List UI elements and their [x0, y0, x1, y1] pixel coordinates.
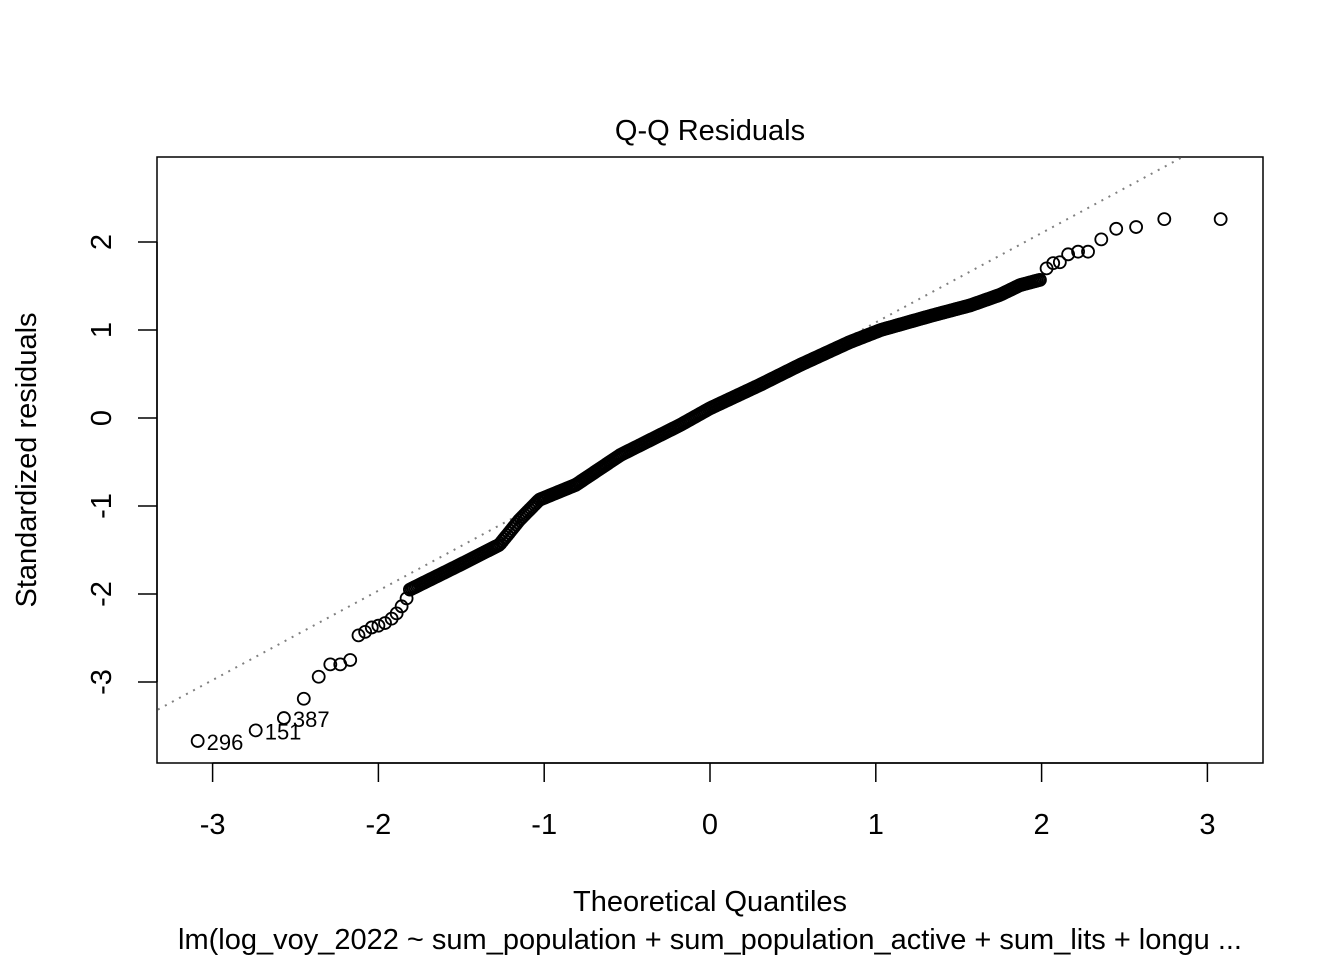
x-tick-label: -3	[200, 809, 226, 841]
x-tick-label: 1	[868, 809, 884, 841]
data-point	[1213, 212, 1228, 227]
data-point	[248, 723, 263, 738]
data-point	[1109, 221, 1124, 236]
data-point	[1046, 256, 1061, 271]
y-axis-label: Standardized residuals	[11, 312, 43, 607]
point-label: 151	[265, 719, 302, 744]
data-point	[1129, 220, 1144, 234]
data-point	[276, 711, 291, 725]
data-point	[364, 620, 379, 635]
data-point	[1071, 244, 1085, 259]
reference-line	[157, 157, 1185, 711]
data-point	[371, 618, 386, 633]
x-axis-label: Theoretical Quantiles	[573, 886, 847, 918]
y-tick-label: -3	[86, 669, 118, 695]
x-tick-label: 0	[702, 809, 718, 841]
data-point	[351, 628, 366, 643]
data-point	[323, 657, 338, 672]
data-point	[343, 653, 358, 667]
x-tick-label: 3	[1199, 809, 1215, 841]
point-label: 387	[293, 707, 330, 732]
point-label: 296	[207, 730, 244, 755]
y-tick-label: -1	[86, 493, 118, 519]
y-tick-label: -2	[86, 581, 118, 607]
chart-title: Q-Q Residuals	[615, 115, 805, 147]
data-point	[296, 691, 311, 706]
data-point	[1157, 212, 1172, 227]
data-point	[1061, 247, 1076, 262]
x-tick-label: -1	[531, 809, 557, 841]
data-point	[1052, 255, 1067, 270]
x-tick-label: -2	[366, 809, 392, 841]
y-tick-label: 0	[86, 410, 118, 426]
data-point	[1081, 244, 1095, 259]
y-tick-label: 2	[86, 234, 118, 250]
y-tick-label: 1	[86, 322, 118, 338]
data-point	[1094, 232, 1109, 247]
data-point	[389, 606, 404, 621]
data-point	[190, 734, 205, 748]
data-point	[311, 669, 326, 684]
data-point	[1033, 272, 1047, 287]
x-tick-label: 2	[1034, 809, 1050, 841]
data-point	[399, 591, 414, 606]
model-formula-subtitle: lm(log_voy_2022 ~ sum_population + sum_p…	[178, 924, 1242, 956]
